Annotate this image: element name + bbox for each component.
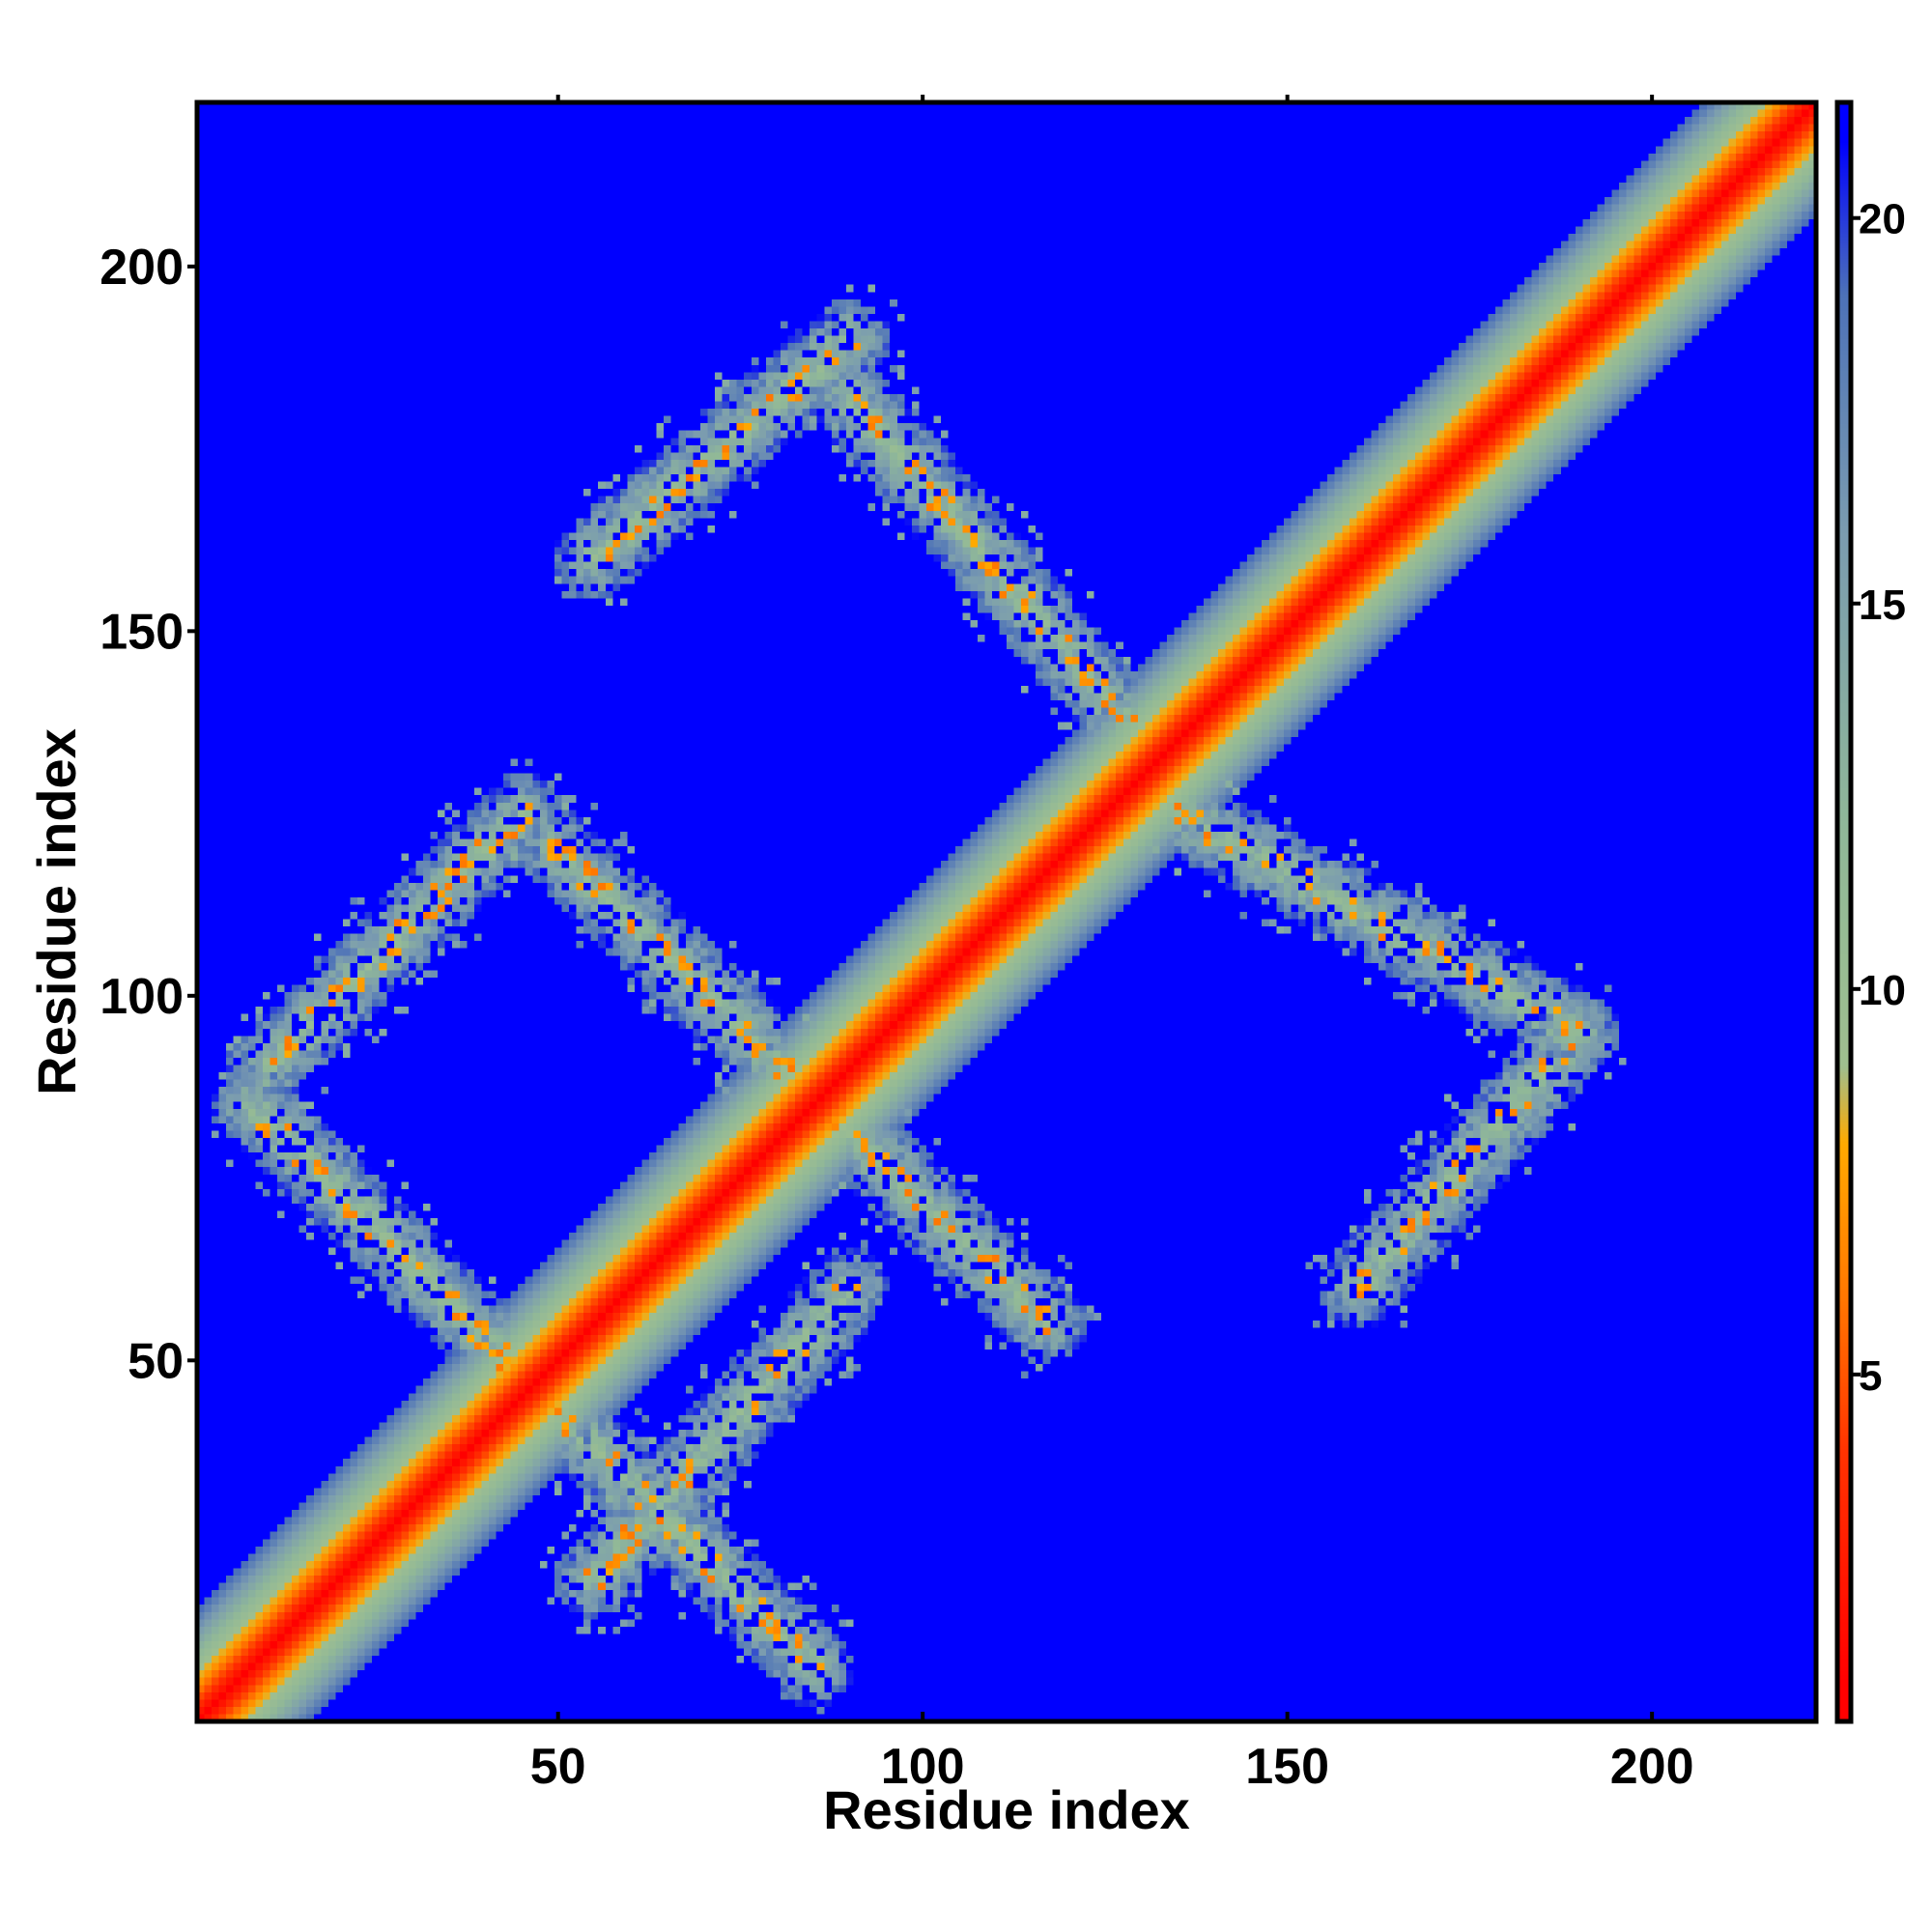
- colorbar-tick-label: 20: [1859, 196, 1906, 243]
- colorbar-tick-label: 15: [1859, 582, 1906, 629]
- x-tick-label: 150: [1245, 1739, 1329, 1795]
- x-axis-ticks: 50 100 150 200: [530, 95, 1694, 1795]
- x-axis-title: Residue index: [823, 1779, 1190, 1840]
- y-axis-ticks: 50 100 150 200: [99, 240, 197, 1389]
- y-tick-label: 50: [128, 1333, 184, 1389]
- y-tick-label: 150: [99, 604, 184, 660]
- y-tick-label: 200: [99, 240, 184, 296]
- y-tick-label: 100: [99, 969, 184, 1025]
- colorbar-tick-label: 5: [1859, 1352, 1882, 1400]
- x-tick-label: 100: [881, 1739, 965, 1795]
- colorbar-gradient: [1837, 102, 1851, 1721]
- x-tick-label: 50: [530, 1739, 586, 1795]
- colorbar-ticks: 5 10 15 20: [1851, 196, 1906, 1400]
- heatmap-cells: [197, 102, 1816, 1721]
- plot-frame: [194, 99, 1819, 1724]
- x-tick-label: 200: [1610, 1739, 1694, 1795]
- colorbar-tick-label: 10: [1859, 967, 1906, 1014]
- y-axis-title: Residue index: [26, 728, 87, 1095]
- colorbar-frame: [1834, 99, 1854, 1724]
